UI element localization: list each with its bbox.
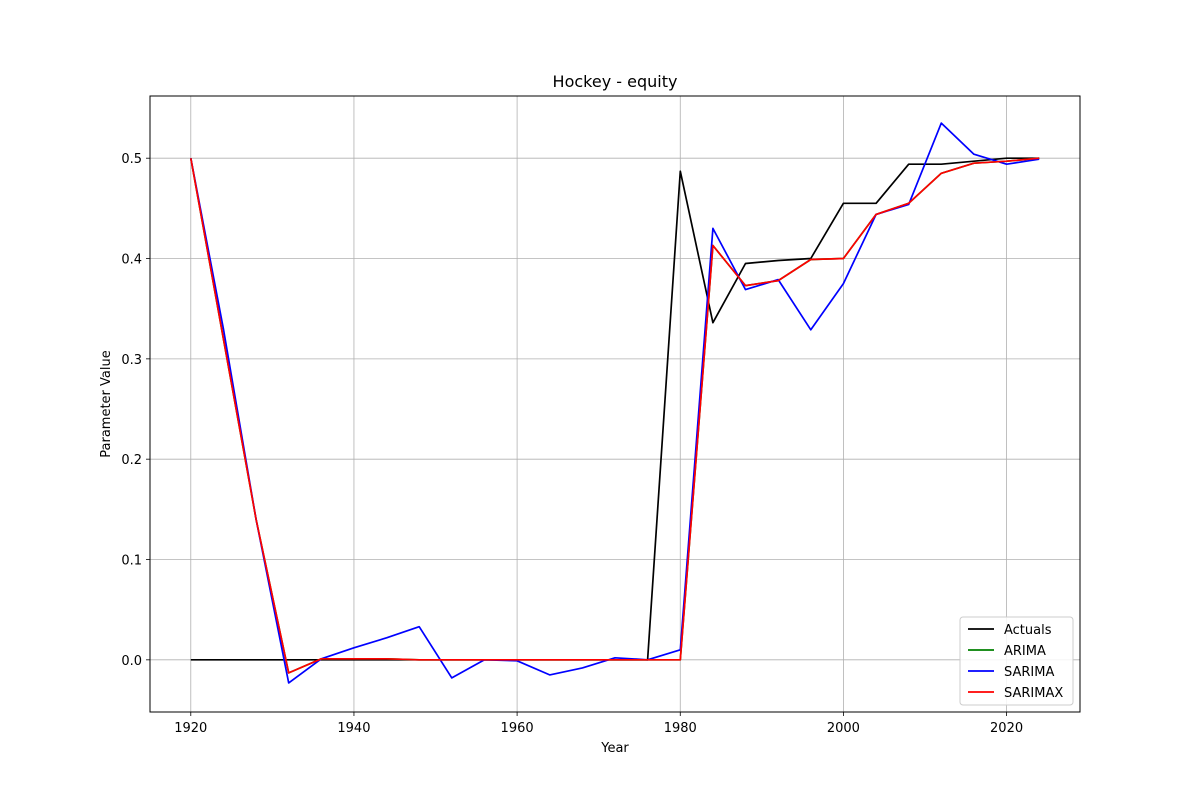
- x-tick-label: 2020: [990, 721, 1023, 736]
- x-tick-label: 1940: [337, 721, 370, 736]
- legend-label-actuals: Actuals: [1004, 623, 1052, 638]
- x-tick-label: 2000: [827, 721, 860, 736]
- y-tick-label: 0.0: [121, 654, 142, 669]
- y-tick-label: 0.4: [121, 253, 142, 268]
- y-tick-label: 0.5: [121, 152, 142, 167]
- x-tick-label: 1920: [174, 721, 207, 736]
- y-tick-label: 0.1: [121, 554, 142, 569]
- legend: Actuals ARIMA SARIMA SARIMAX: [959, 616, 1074, 706]
- series-line-sarimax: [189, 157, 1040, 674]
- series-layer: [189, 122, 1040, 684]
- x-axis-label: Year: [600, 741, 629, 756]
- x-tick-label: 1980: [664, 721, 697, 736]
- x-axis: 1920 1940 1960 1980 2000 2020: [174, 712, 1023, 736]
- legend-box: [959, 616, 1074, 706]
- legend-label-sarima: SARIMA: [1004, 665, 1054, 680]
- y-axis: 0.0 0.1 0.2 0.3 0.4 0.5: [121, 152, 150, 669]
- chart-title: Hockey - equity: [553, 72, 678, 91]
- legend-label-sarimax: SARIMAX: [1004, 686, 1063, 701]
- y-tick-label: 0.2: [121, 453, 142, 468]
- x-tick-label: 1960: [501, 721, 534, 736]
- grid-lines: [150, 96, 1080, 712]
- y-axis-label: Parameter Value: [99, 350, 114, 457]
- legend-label-arima: ARIMA: [1004, 644, 1046, 659]
- plot-area-frame: [149, 95, 1081, 713]
- y-tick-label: 0.3: [121, 353, 142, 368]
